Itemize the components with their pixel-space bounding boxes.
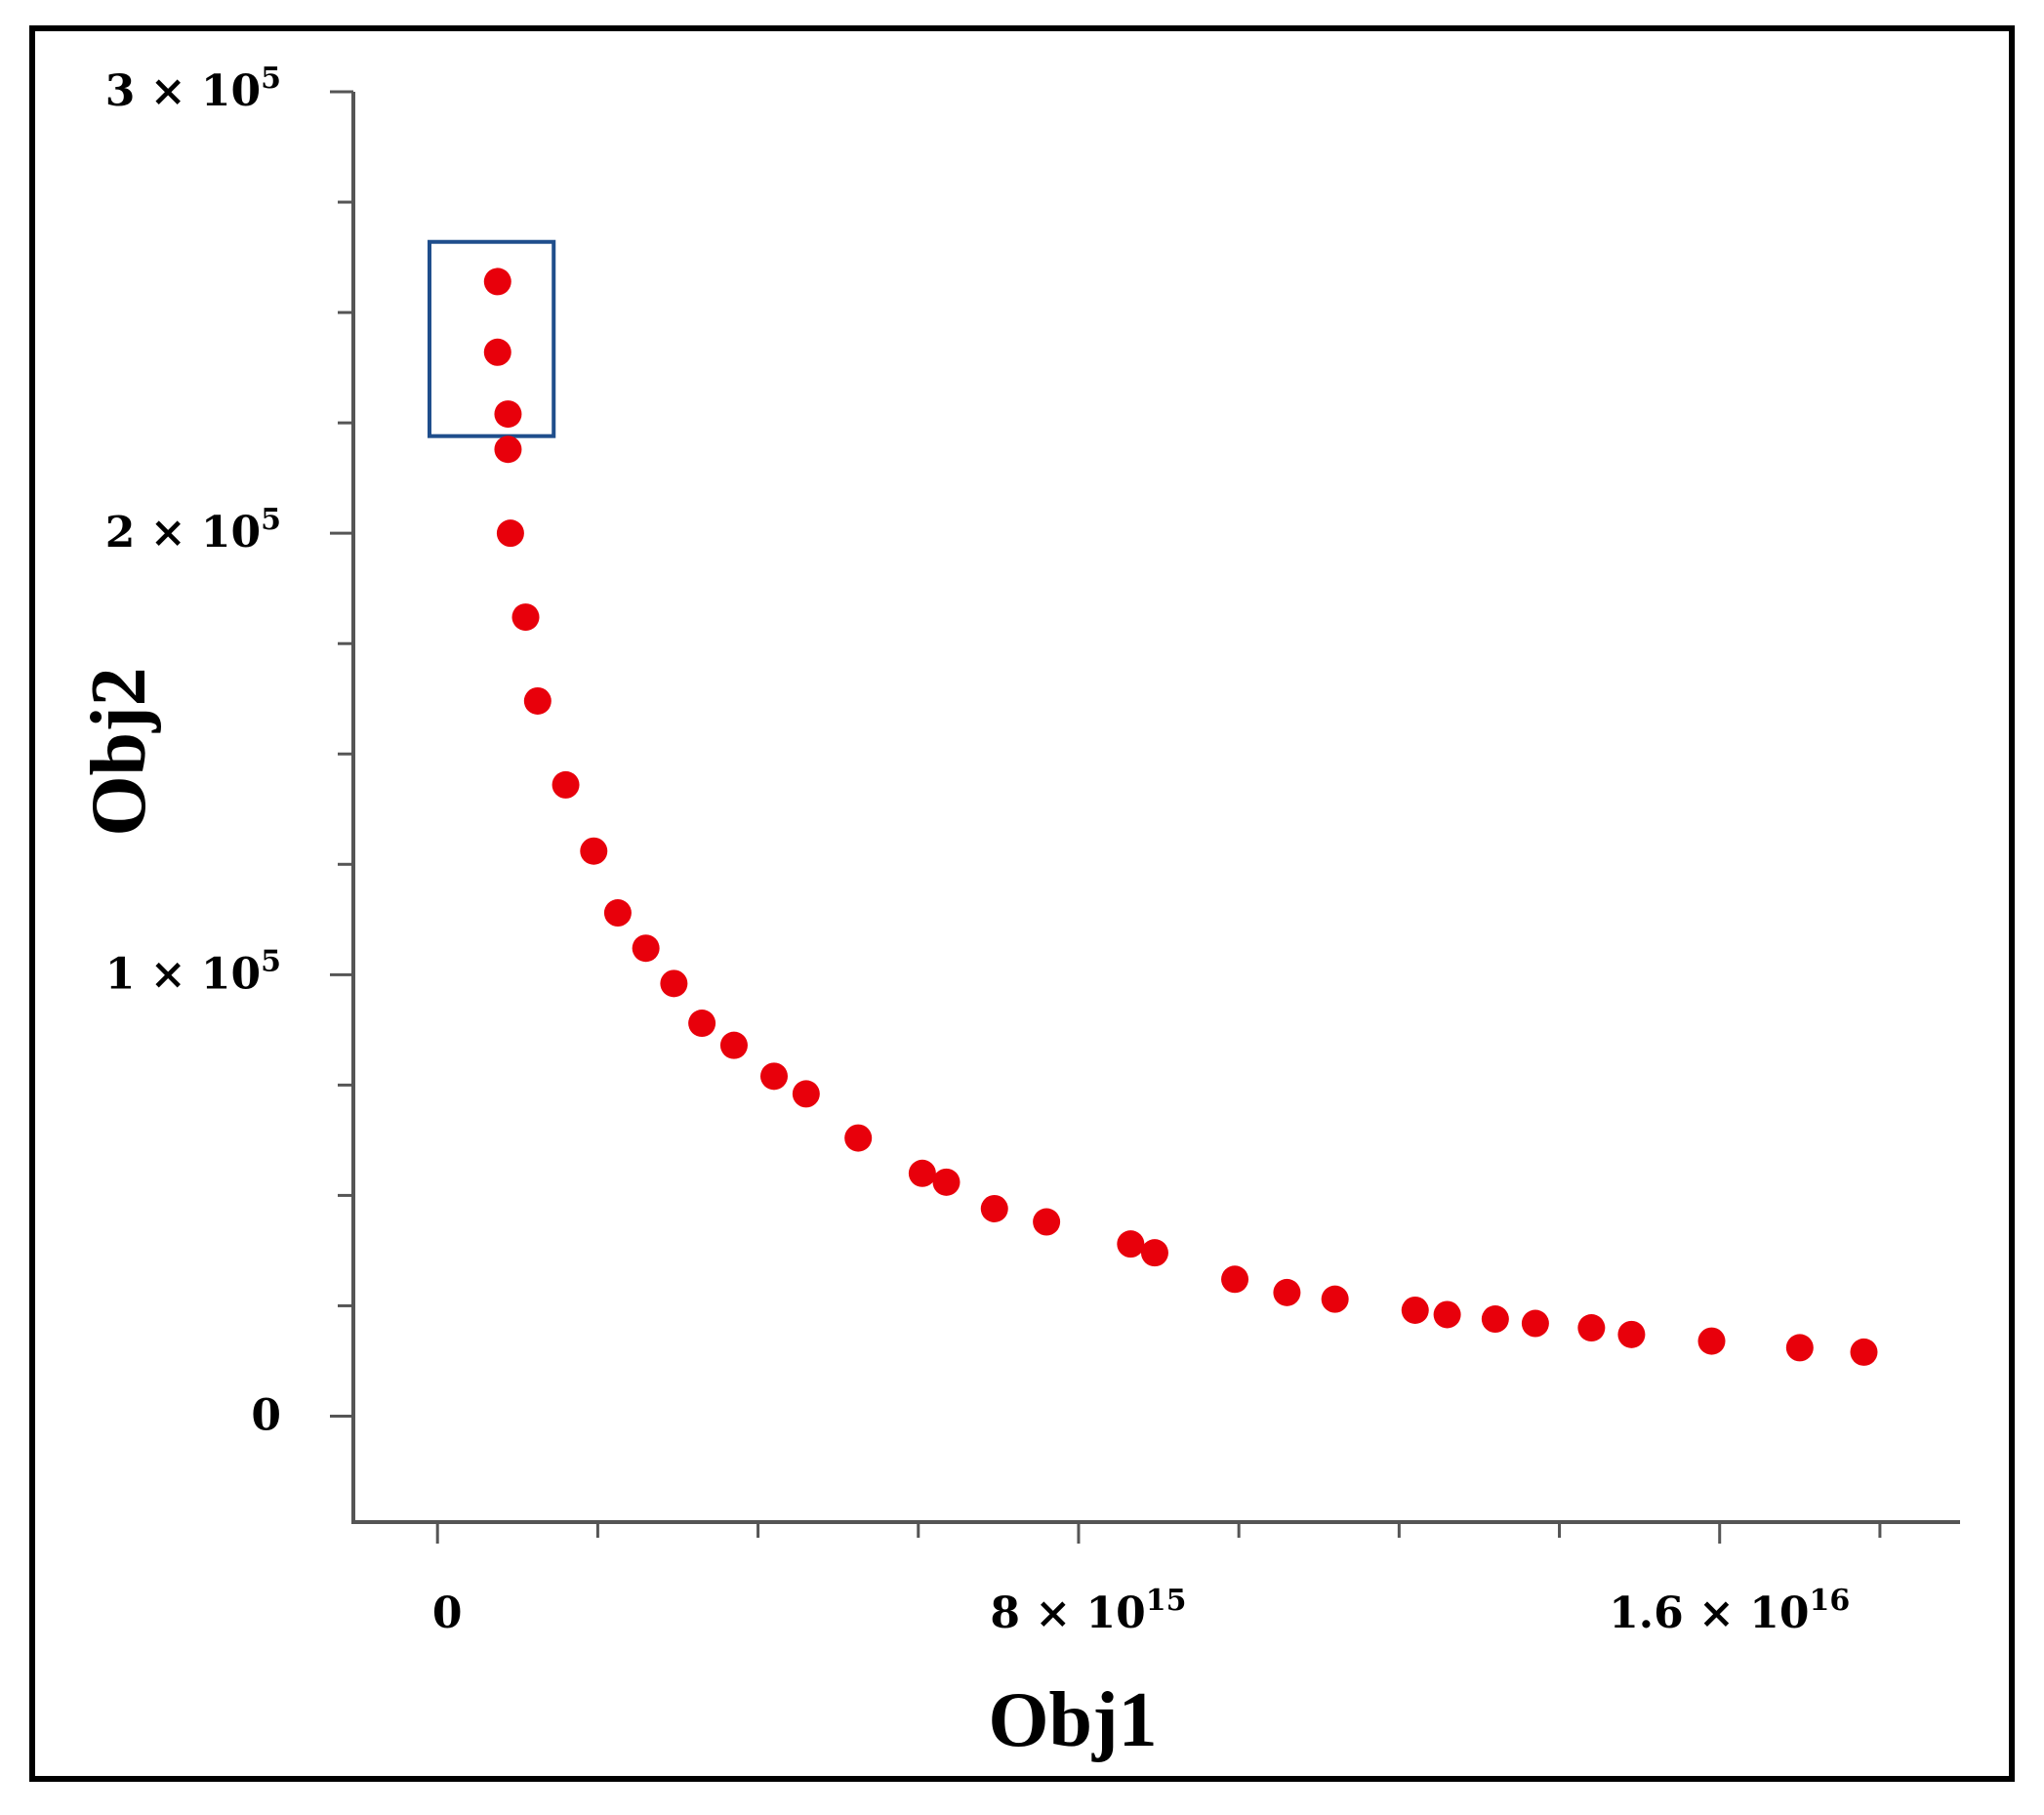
axes: [351, 92, 1960, 1524]
tick-marks: [330, 90, 1882, 1544]
data-point: [1221, 1265, 1249, 1294]
x-tick-label: 8 × 1015: [990, 1584, 1186, 1638]
data-point: [496, 519, 524, 548]
data-point: [494, 435, 522, 464]
data-point: [1401, 1296, 1429, 1324]
data-point: [552, 770, 580, 799]
data-point: [494, 400, 522, 429]
data-point: [792, 1080, 820, 1108]
data-point: [483, 268, 511, 296]
data-point: [580, 837, 608, 865]
data-point: [603, 899, 632, 928]
x-tick-label: 1.6 × 1016: [1609, 1584, 1850, 1638]
data-point: [1273, 1278, 1301, 1306]
y-axis-title: Obj2: [76, 667, 162, 836]
data-point: [759, 1062, 788, 1091]
data-point: [1140, 1239, 1168, 1267]
data-point: [1433, 1300, 1461, 1329]
data-point: [719, 1031, 748, 1059]
y-tick-label: 3 × 105: [105, 62, 281, 116]
data-point: [980, 1194, 1008, 1222]
data-point: [1321, 1285, 1349, 1313]
x-axis-title: Obj1: [988, 1677, 1157, 1763]
data-point: [523, 686, 552, 715]
x-tick-label: 0: [432, 1588, 463, 1638]
y-tick-label: 0: [251, 1390, 281, 1440]
scatter-chart: 0 8 × 1015 1.6 × 1016 0 1 × 105 2 × 105 3 × 10…: [76, 62, 1960, 1763]
data-point: [511, 603, 540, 632]
data-point: [660, 969, 688, 998]
data-point: [1033, 1208, 1061, 1236]
data-point: [1117, 1230, 1145, 1258]
data-point: [483, 338, 511, 366]
data-point: [632, 934, 660, 963]
data-point: [932, 1168, 961, 1196]
data-point: [1577, 1314, 1606, 1342]
data-point: [688, 1010, 716, 1038]
data-point: [1617, 1320, 1646, 1348]
tick-labels: 0 8 × 1015 1.6 × 1016 0 1 × 105 2 × 105 3 × 10…: [105, 62, 1850, 1638]
y-tick-label: 1 × 105: [105, 944, 281, 999]
data-point: [1785, 1334, 1814, 1362]
data-point: [1850, 1338, 1878, 1366]
data-point: [1481, 1305, 1509, 1334]
data-point: [908, 1159, 936, 1187]
figure-frame: 0 8 × 1015 1.6 × 1016 0 1 × 105 2 × 105 3 × 10…: [29, 25, 2015, 1782]
data-point: [1521, 1309, 1549, 1338]
y-tick-label: 2 × 105: [105, 503, 281, 557]
data-point: [1697, 1327, 1726, 1355]
data-points: [483, 268, 1878, 1366]
data-point: [844, 1124, 873, 1152]
highlight-box: [427, 239, 556, 438]
